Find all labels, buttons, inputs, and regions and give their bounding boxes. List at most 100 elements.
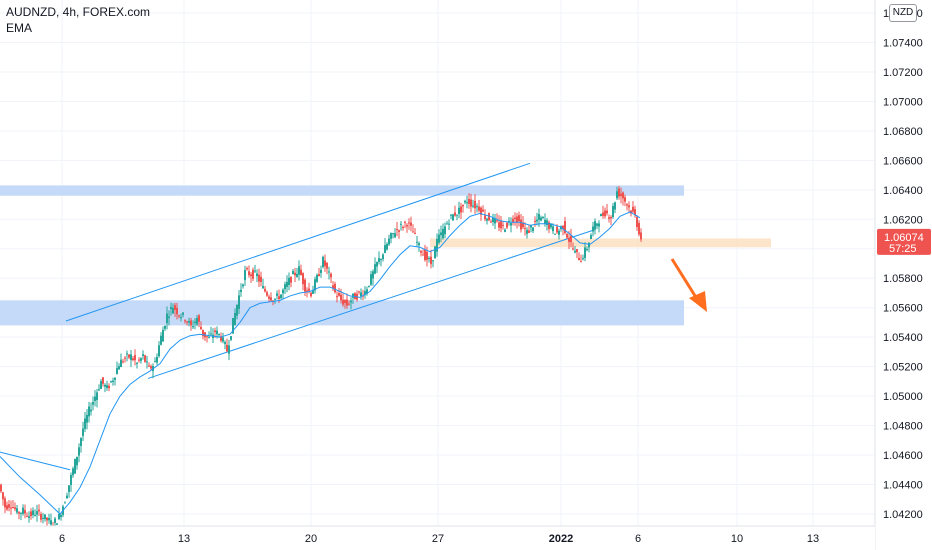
price-tick-label: 1.05000 bbox=[883, 391, 923, 403]
candle-body bbox=[68, 485, 70, 493]
candle-body bbox=[298, 266, 300, 275]
candle-body bbox=[434, 246, 436, 259]
candle-body bbox=[386, 243, 388, 250]
candle-body bbox=[134, 355, 136, 361]
candle-body bbox=[184, 320, 186, 322]
candle-body bbox=[408, 222, 410, 224]
candle-body bbox=[66, 495, 68, 499]
candle-body bbox=[96, 392, 98, 401]
candle-body bbox=[470, 199, 472, 207]
candle-body bbox=[446, 223, 448, 225]
candle-body bbox=[128, 354, 130, 358]
candle-body bbox=[170, 306, 172, 310]
candle-body bbox=[108, 385, 110, 389]
candle-body bbox=[620, 193, 622, 197]
candle-body bbox=[348, 303, 350, 305]
candle-body bbox=[104, 384, 106, 387]
candle-body bbox=[364, 291, 366, 295]
candle-body bbox=[570, 235, 572, 243]
candle-body bbox=[358, 291, 360, 293]
price-axis[interactable]: 1.076001.074001.072001.070001.068001.066… bbox=[874, 0, 932, 550]
candle-body bbox=[252, 269, 254, 279]
candle-body bbox=[532, 227, 534, 232]
price-tick-label: 1.04800 bbox=[883, 421, 923, 433]
candle-body bbox=[382, 254, 384, 260]
candle-body bbox=[432, 260, 434, 262]
time-axis[interactable]: 6 13 20 27 2022 6 10 13 bbox=[0, 525, 875, 550]
candle-body bbox=[294, 272, 296, 276]
price-tick-label: 1.04400 bbox=[883, 480, 923, 492]
candle-body bbox=[110, 381, 112, 383]
candle-body bbox=[500, 221, 502, 229]
candle-body bbox=[614, 202, 616, 210]
price-tick-label: 1.05600 bbox=[883, 303, 923, 315]
candle-body bbox=[314, 279, 316, 291]
candle-body bbox=[8, 504, 10, 508]
candle-body bbox=[448, 223, 450, 225]
candle-body bbox=[218, 334, 220, 336]
candle-body bbox=[506, 222, 508, 228]
candle-body bbox=[306, 290, 308, 292]
channel-line bbox=[65, 162, 531, 322]
support-resistance-zone bbox=[0, 185, 684, 196]
candle-body bbox=[416, 241, 418, 243]
candle-body bbox=[450, 214, 452, 216]
candle-body bbox=[278, 296, 280, 300]
candle-body bbox=[10, 507, 12, 509]
candle-body bbox=[440, 232, 442, 236]
candle-body bbox=[92, 401, 94, 405]
symbol-title[interactable]: AUDNZD, 4h, FOREX.com bbox=[6, 5, 151, 19]
candle-body bbox=[552, 226, 554, 232]
candle-body bbox=[274, 298, 276, 300]
candle-body bbox=[192, 326, 194, 328]
price-tick-label: 1.05800 bbox=[883, 273, 923, 285]
candle-body bbox=[340, 294, 342, 301]
price-tick-label: 1.07000 bbox=[883, 96, 923, 108]
candle-body bbox=[602, 212, 604, 216]
last-price-value: 1.06074 bbox=[884, 232, 924, 244]
candle-body bbox=[80, 438, 82, 446]
retest-zone bbox=[430, 238, 771, 248]
candle-body bbox=[210, 333, 212, 335]
time-tick-label: 20 bbox=[305, 533, 317, 545]
candle-body bbox=[368, 285, 370, 287]
candle-body bbox=[154, 361, 156, 363]
candle-body bbox=[588, 242, 590, 248]
candle-body bbox=[254, 270, 256, 272]
candle-body bbox=[498, 222, 500, 228]
candle-body bbox=[542, 216, 544, 218]
candle-body bbox=[22, 507, 24, 514]
candle-body bbox=[90, 409, 92, 412]
candle-body bbox=[230, 336, 232, 340]
candle-body bbox=[492, 217, 494, 223]
candle-body bbox=[38, 509, 40, 512]
candle-body bbox=[628, 205, 630, 208]
candle-body bbox=[208, 336, 210, 338]
candle-body bbox=[126, 353, 128, 355]
candle-body bbox=[194, 321, 196, 323]
candle-body bbox=[596, 223, 598, 226]
candle-body bbox=[112, 380, 114, 383]
candle-body bbox=[222, 337, 224, 342]
indicator-label[interactable]: EMA bbox=[6, 21, 33, 35]
price-tick-label: 1.04200 bbox=[883, 509, 923, 521]
candle-body bbox=[284, 284, 286, 290]
candle-body bbox=[118, 366, 120, 370]
candle-body bbox=[320, 269, 322, 274]
candle-body bbox=[224, 342, 226, 344]
candle-body bbox=[518, 215, 520, 222]
candle-body bbox=[270, 297, 272, 301]
candle-body bbox=[360, 292, 362, 297]
candle-body bbox=[410, 222, 412, 226]
candle-body bbox=[44, 514, 46, 520]
candle-body bbox=[390, 233, 392, 239]
currency-label[interactable]: NZD bbox=[889, 4, 917, 22]
candle-body bbox=[174, 305, 176, 310]
candle-body bbox=[640, 232, 642, 240]
candle-body bbox=[164, 325, 166, 329]
channel-lines-layer bbox=[0, 162, 596, 471]
candle-body bbox=[472, 205, 474, 207]
candle-body bbox=[328, 271, 330, 273]
candle-body bbox=[484, 215, 486, 220]
